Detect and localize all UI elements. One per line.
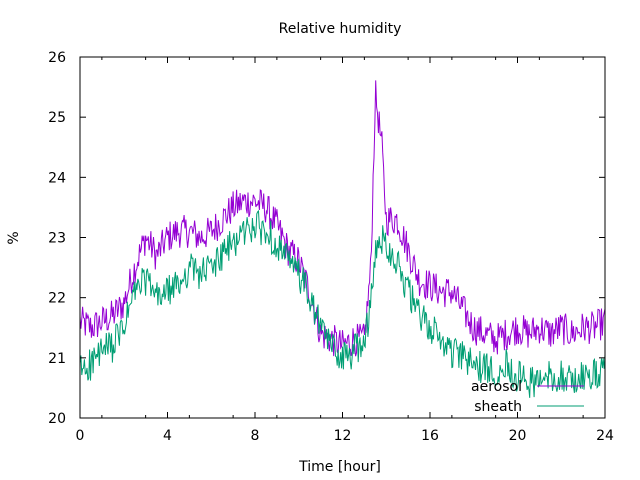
ticks-layer: 0 4 8 12 16 20 24 20 21 22 23 24 25 26 [48, 50, 614, 444]
y-tick-label: 23 [48, 231, 66, 247]
legend-label-sheath: sheath [474, 399, 522, 415]
y-tick-label: 26 [48, 50, 66, 66]
series-line-sheath [79, 209, 606, 398]
x-tick-label: 24 [596, 428, 614, 444]
y-axis-label: % [6, 231, 22, 244]
y-tick-label: 22 [48, 291, 66, 307]
series-line-aerosol [79, 80, 606, 357]
x-tick-label: 0 [76, 428, 85, 444]
y-tick-label: 21 [48, 351, 66, 367]
chart-title: Relative humidity [279, 21, 402, 37]
x-tick-label: 16 [421, 428, 439, 444]
plot-frame [79, 56, 606, 419]
x-axis-label: Time [hour] [298, 459, 381, 475]
legend-label-aerosol: aerosol [471, 379, 522, 395]
y-tick-label: 24 [48, 170, 66, 186]
legend: aerosol sheath [471, 379, 584, 415]
series-layer [79, 80, 606, 398]
x-tick-label: 4 [163, 428, 172, 444]
x-tick-label: 8 [251, 428, 260, 444]
x-tick-label: 12 [334, 428, 352, 444]
y-tick-label: 20 [48, 411, 66, 427]
x-tick-label: 20 [509, 428, 527, 444]
y-tick-label: 25 [48, 110, 66, 126]
